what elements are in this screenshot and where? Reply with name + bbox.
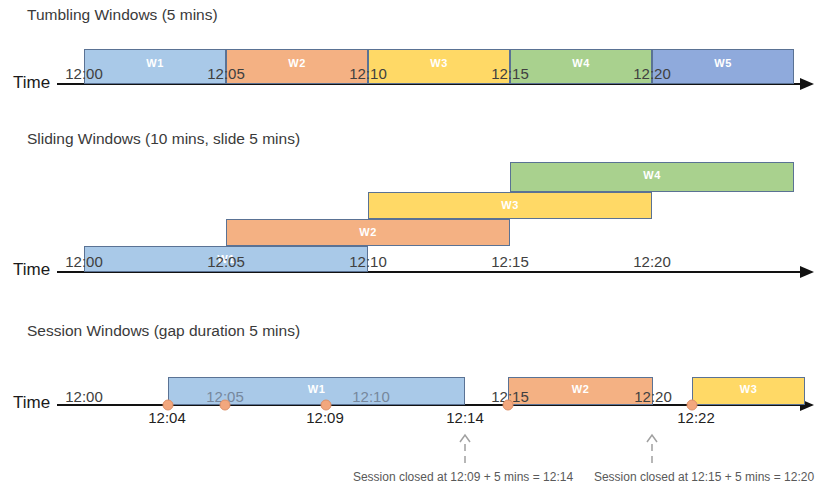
window-w5-label: W5: [714, 57, 731, 83]
window-w2-box: W2: [226, 49, 368, 84]
event-dot: [163, 400, 174, 411]
section-title-tumbling: Tumbling Windows (5 mins): [27, 6, 218, 24]
event-time-label: 12:09: [306, 409, 344, 426]
window-w3-box: W3: [368, 49, 510, 84]
window-w1-box: W1: [84, 49, 226, 84]
window-w4-label: W4: [643, 169, 660, 191]
window-w2-label: W2: [572, 383, 589, 404]
session-closed-note: Session closed at 12:15 + 5 mins = 12:20: [594, 470, 814, 484]
window-w2-label: W2: [359, 226, 376, 245]
window-w5-box: W5: [652, 49, 794, 84]
axis-tick-label: 12:15: [491, 65, 529, 82]
window-w3-label: W3: [430, 57, 447, 83]
window-w1-label: W1: [146, 57, 163, 83]
section-title-sliding: Sliding Windows (10 mins, slide 5 mins): [27, 130, 300, 148]
event-dot: [321, 400, 332, 411]
dashed-up-arrow-icon: [645, 433, 659, 470]
dashed-up-arrow-icon: [458, 433, 472, 470]
event-dot: [503, 400, 514, 411]
axis-arrowhead-icon: [800, 266, 814, 278]
event-time-label: 12:14: [446, 409, 484, 426]
window-w3-label: W3: [740, 383, 757, 404]
time-axis-label: Time: [13, 393, 50, 413]
section-title-session: Session Windows (gap duration 5 mins): [27, 322, 300, 340]
axis-arrowhead-icon: [800, 78, 814, 90]
session-closed-note: Session closed at 12:09 + 5 mins = 12:14: [353, 470, 573, 484]
axis-tick-label: 12:05: [207, 65, 245, 82]
time-axis-label: Time: [13, 73, 50, 93]
axis-tick-label: 12:10: [349, 65, 387, 82]
axis-tick-label: 12:20: [633, 65, 671, 82]
window-w4-label: W4: [572, 57, 589, 83]
windowing-strategies-diagram: Tumbling Windows (5 mins) Time W1 W2 W3 W4 W…: [0, 0, 829, 498]
window-w3-box: W3: [692, 377, 805, 405]
axis-tick-label: 12:10: [352, 388, 390, 405]
event-time-label: 12:04: [148, 409, 186, 426]
window-w2-box: W2: [508, 377, 653, 405]
window-w4-box: W4: [510, 162, 794, 192]
axis-tick-label: 12:10: [349, 253, 387, 270]
window-w4-box: W4: [510, 49, 652, 84]
window-w3-box: W3: [368, 192, 652, 219]
event-time-label: 12:22: [677, 409, 715, 426]
axis-tick-label: 12:15: [491, 253, 529, 270]
axis-tick-label: 12:20: [633, 253, 671, 270]
event-dot: [220, 400, 231, 411]
axis-tick-label: 12:00: [65, 253, 103, 270]
time-axis-label: Time: [13, 260, 50, 280]
window-w3-label: W3: [501, 199, 518, 218]
axis-tick-label: 12:00: [65, 65, 103, 82]
window-w2-box: W2: [226, 219, 510, 246]
axis-tick-label: 12:00: [65, 388, 103, 405]
window-w2-label: W2: [288, 57, 305, 83]
axis-tick-label: 12:20: [634, 388, 672, 405]
event-dot: [687, 400, 698, 411]
axis-tick-label: 12:05: [207, 253, 245, 270]
